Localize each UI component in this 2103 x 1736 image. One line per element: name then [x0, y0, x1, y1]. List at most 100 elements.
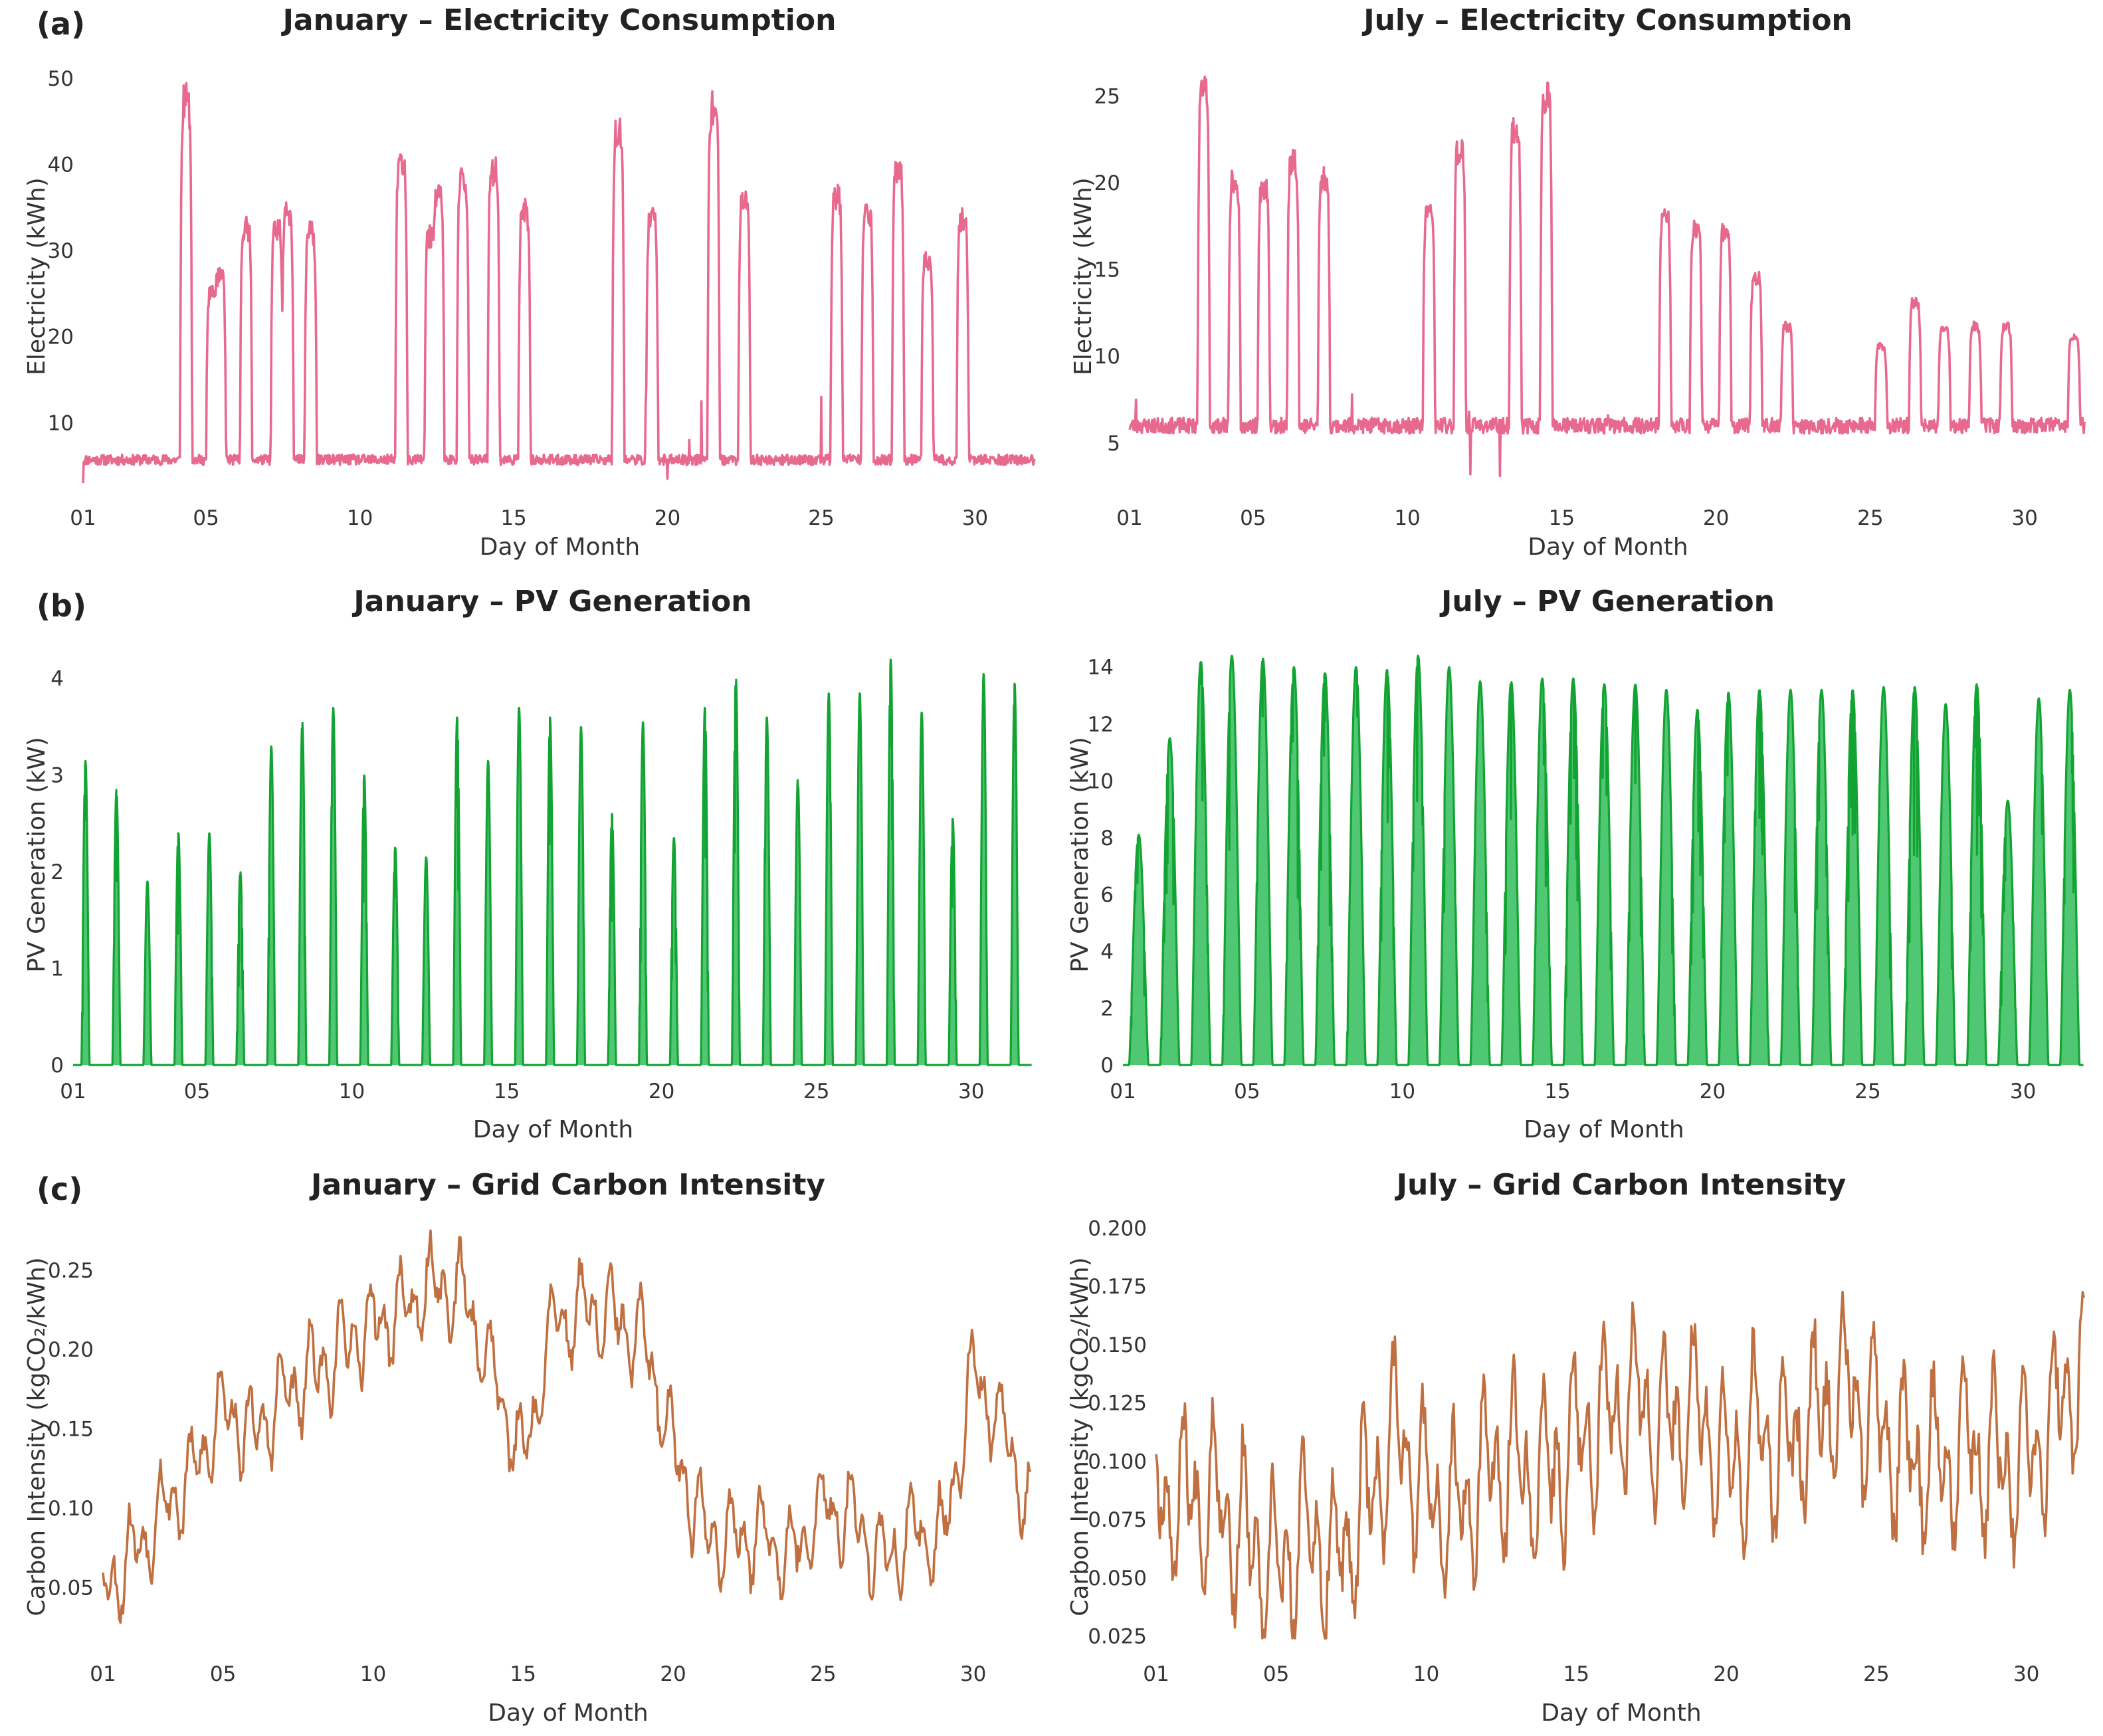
x-tick-label: 10: [1413, 1662, 1439, 1686]
x-tick-label: 25: [810, 1662, 836, 1686]
chart-jul-electricity: July – Electricity Consumption 5 10 15 20 25 0…: [1070, 3, 2086, 561]
x-tick-label: 15: [1544, 1080, 1570, 1104]
y-tick-label: 50: [48, 67, 74, 91]
x-tick-label: 15: [510, 1662, 536, 1686]
y-tick-label: 30: [48, 239, 74, 263]
y-tick-label: 10: [1088, 769, 1114, 793]
y-tick-label: 0.100: [1088, 1450, 1147, 1474]
y-tick-label: 0.125: [1088, 1392, 1147, 1416]
series-line: [102, 1229, 1032, 1624]
y-tick-label: 25: [1094, 84, 1120, 108]
x-tick-label: 01: [70, 506, 96, 530]
chart-jan-electricity: January – Electricity Consumption 10 20 30 4…: [23, 3, 1036, 561]
series-line: [1128, 75, 2086, 478]
x-tick-label: 05: [1234, 1080, 1260, 1104]
x-tick-label: 20: [660, 1662, 686, 1686]
y-tick-label: 0.075: [1088, 1508, 1147, 1532]
x-tick-label: 30: [2011, 506, 2037, 530]
y-tick-label: 14: [1088, 656, 1114, 680]
y-tick-label: 0.150: [1088, 1333, 1147, 1357]
x-tick-label: 25: [803, 1080, 829, 1104]
panel-label-a: (a): [37, 6, 85, 42]
panel-label-b: (b): [37, 588, 86, 624]
chart-title: January – Electricity Consumption: [281, 3, 837, 37]
x-tick-label: 20: [1703, 506, 1729, 530]
x-tick-label: 15: [1563, 1662, 1589, 1686]
y-tick-label: 0.20: [48, 1338, 94, 1362]
x-tick-label: 01: [1116, 506, 1142, 530]
x-tick-label: 25: [1857, 506, 1883, 530]
x-tick-label: 20: [649, 1080, 674, 1104]
y-tick-label: 12: [1088, 713, 1114, 737]
y-axis-label: PV Generation (kW): [1066, 737, 1094, 973]
y-tick-label: 0.05: [48, 1576, 94, 1600]
y-tick-label: 0: [1100, 1054, 1114, 1078]
x-tick-label: 05: [184, 1080, 210, 1104]
x-tick-label: 01: [60, 1080, 86, 1104]
panel-label-c: (c): [37, 1171, 82, 1207]
y-tick-label: 10: [48, 411, 74, 435]
chart-title: July – Electricity Consumption: [1361, 3, 1853, 37]
x-tick-label: 05: [193, 506, 219, 530]
y-axis-label: Carbon Intensity (kgCO₂/kWh): [23, 1257, 50, 1616]
y-axis-label: Electricity (kWh): [1070, 177, 1097, 375]
chart-title: July – PV Generation: [1439, 585, 1775, 619]
y-tick-label: 4: [1100, 940, 1114, 964]
x-tick-label: 01: [1110, 1080, 1136, 1104]
y-tick-label: 0: [50, 1054, 64, 1078]
y-axis-label: Electricity (kWh): [23, 177, 50, 375]
x-tick-label: 15: [500, 506, 526, 530]
x-tick-label: 05: [210, 1662, 236, 1686]
y-axis-label: Carbon Intensity (kgCO₂/kWh): [1066, 1257, 1094, 1616]
y-tick-label: 3: [50, 763, 64, 787]
series-line: [1155, 1290, 2085, 1640]
y-tick-label: 0.15: [48, 1418, 94, 1442]
x-tick-label: 30: [2010, 1080, 2036, 1104]
x-tick-label: 30: [2013, 1662, 2039, 1686]
y-tick-label: 6: [1100, 883, 1114, 907]
y-tick-label: 8: [1100, 826, 1114, 850]
chart-title: January – Grid Carbon Intensity: [309, 1168, 825, 1202]
y-tick-label: 1: [50, 957, 64, 981]
series-line: [1122, 654, 2084, 1066]
y-tick-label: 2: [50, 860, 64, 884]
y-tick-label: 0.25: [48, 1259, 94, 1283]
y-tick-label: 10: [1094, 345, 1120, 369]
x-tick-label: 30: [958, 1080, 984, 1104]
x-tick-label: 10: [339, 1080, 365, 1104]
x-tick-label: 10: [1394, 506, 1420, 530]
x-tick-label: 30: [960, 1662, 986, 1686]
x-tick-label: 25: [808, 506, 834, 530]
chart-jul-pv: July – PV Generation 0 2 4 6 8 10 12 14 01 05 10 15 2…: [1066, 585, 2084, 1143]
chart-title: July – Grid Carbon Intensity: [1395, 1168, 1847, 1202]
x-tick-label: 01: [1143, 1662, 1169, 1686]
series-line: [82, 82, 1036, 484]
x-tick-label: 25: [1854, 1080, 1880, 1104]
x-tick-label: 05: [1240, 506, 1266, 530]
x-axis-label: Day of Month: [1528, 533, 1688, 561]
x-tick-label: 30: [962, 506, 988, 530]
chart-jul-carbon: July – Grid Carbon Intensity 0.025 0.050 0.…: [1066, 1168, 2085, 1727]
y-tick-label: 0.050: [1088, 1567, 1147, 1591]
x-tick-label: 15: [1549, 506, 1575, 530]
x-axis-label: Day of Month: [480, 533, 641, 561]
x-tick-label: 20: [1713, 1662, 1739, 1686]
x-axis-label: Day of Month: [473, 1116, 634, 1143]
x-tick-label: 10: [360, 1662, 386, 1686]
y-tick-label: 0.200: [1088, 1217, 1147, 1241]
x-tick-label: 01: [90, 1662, 116, 1686]
y-tick-label: 0.10: [48, 1497, 94, 1521]
y-tick-label: 5: [1107, 432, 1120, 456]
x-tick-label: 05: [1263, 1662, 1289, 1686]
x-tick-label: 20: [654, 506, 680, 530]
x-tick-label: 15: [494, 1080, 520, 1104]
chart-title: January – PV Generation: [351, 585, 751, 619]
x-axis-label: Day of Month: [1524, 1116, 1684, 1143]
x-tick-label: 10: [347, 506, 373, 530]
series-line: [72, 658, 1033, 1066]
x-tick-label: 20: [1700, 1080, 1726, 1104]
y-tick-label: 20: [48, 326, 74, 349]
x-tick-label: 10: [1389, 1080, 1415, 1104]
chart-jan-carbon: January – Grid Carbon Intensity 0.05 0.10 0…: [23, 1168, 1032, 1727]
